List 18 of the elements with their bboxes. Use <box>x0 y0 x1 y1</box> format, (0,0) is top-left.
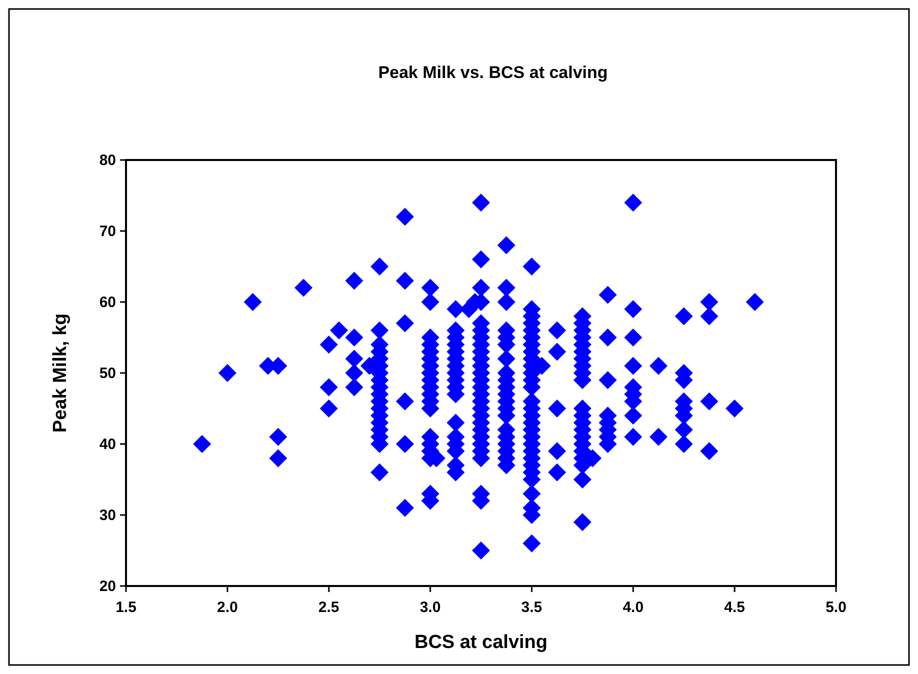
x-axis-title: BCS at calving <box>414 632 548 653</box>
y-tick-label: 70 <box>99 223 116 240</box>
x-tick-label: 2.0 <box>217 599 238 616</box>
y-tick-label: 30 <box>99 507 116 524</box>
y-tick-label: 20 <box>99 578 116 595</box>
chart-title: Peak Milk vs. BCS at calving <box>378 63 608 82</box>
x-tick-label: 4.5 <box>724 599 745 616</box>
x-tick-label: 4.0 <box>622 599 644 616</box>
y-tick-label: 60 <box>99 294 116 311</box>
y-tick-label: 40 <box>99 436 116 453</box>
x-tick-label: 2.5 <box>318 599 340 616</box>
x-tick-label: 3.5 <box>521 599 542 616</box>
y-tick-label: 80 <box>99 152 116 169</box>
y-axis-title: Peak Milk, kg <box>50 313 71 433</box>
x-tick-label: 3.0 <box>420 599 441 616</box>
x-tick-label: 5.0 <box>826 599 846 616</box>
y-tick-label: 50 <box>99 365 116 382</box>
x-tick-label: 1.5 <box>116 599 136 616</box>
